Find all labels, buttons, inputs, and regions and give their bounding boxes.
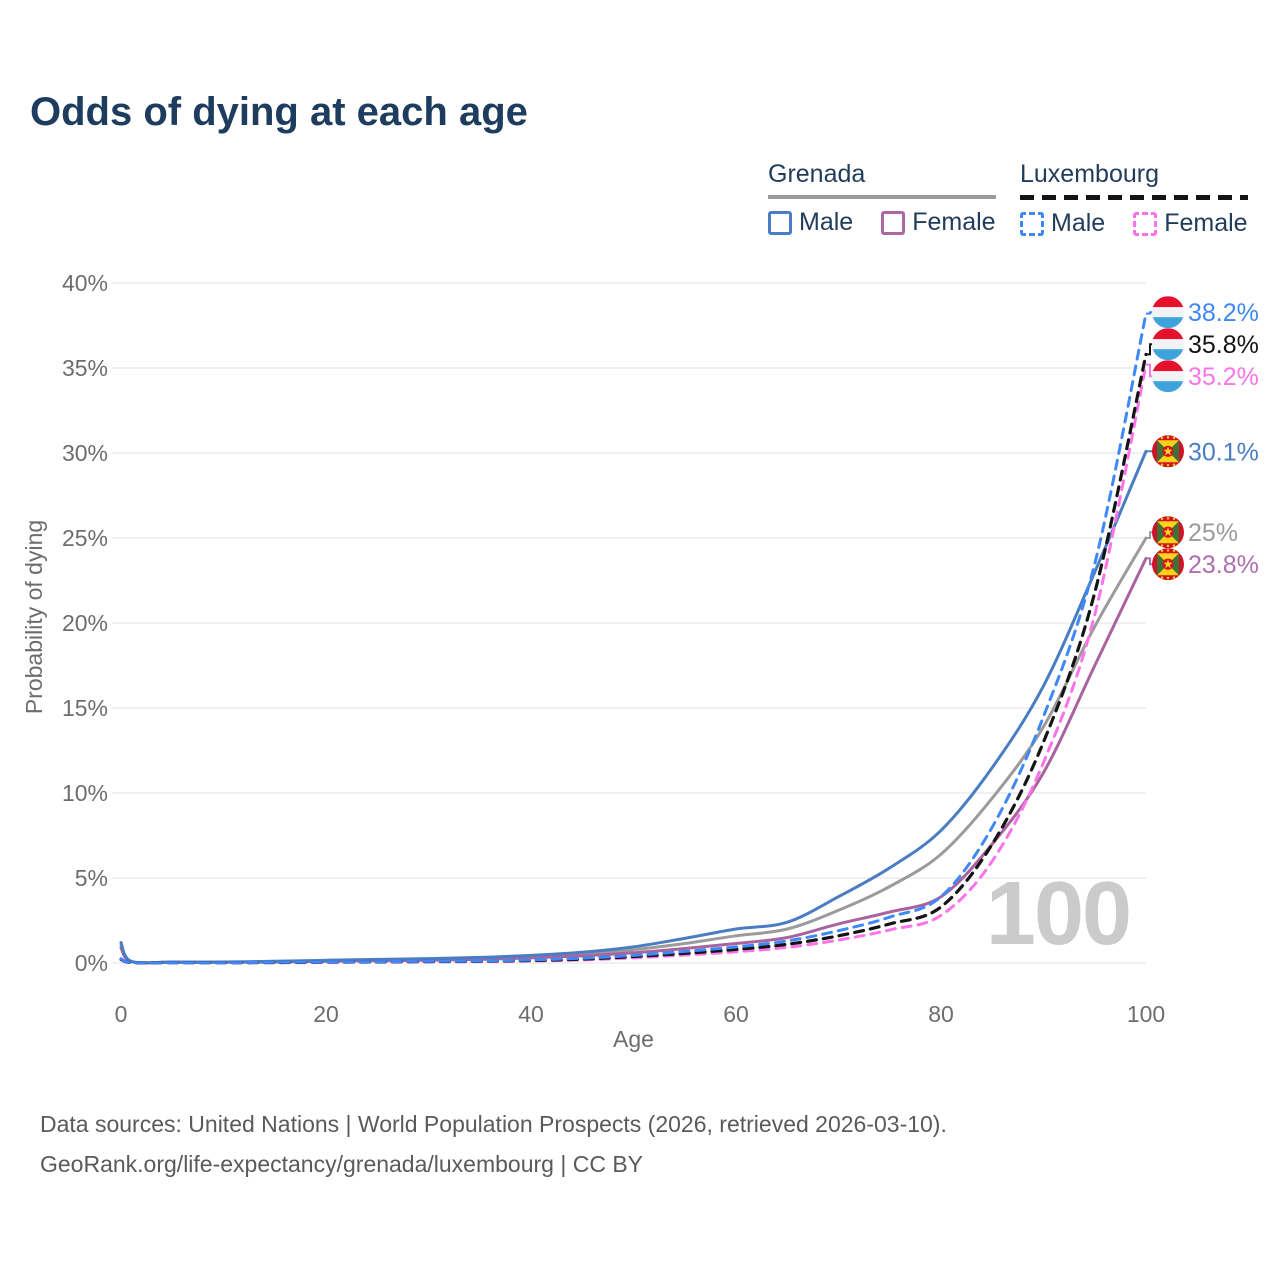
legend: Grenada Male Female Luxembourg Male [0, 160, 1280, 240]
legend-group-grenada: Grenada Male Female [768, 160, 996, 237]
end-label-leader-luxembourg-total [1146, 343, 1153, 356]
footer-data-sources: Data sources: United Nations | World Pop… [40, 1111, 947, 1137]
legend-item-grenada-female[interactable]: Female [881, 208, 996, 237]
grenada-female-swatch-icon [881, 210, 906, 235]
y-tick-label: 20% [62, 610, 108, 636]
footer-attribution: GeoRank.org/life-expectancy/grenada/luxe… [40, 1151, 644, 1177]
end-label-grenada-male: 30.1% [1188, 438, 1259, 466]
end-label-luxembourg-total: 35.8% [1188, 331, 1259, 359]
y-tick-label: 35% [62, 355, 108, 381]
legend-label-grenada-female: Female [912, 208, 996, 236]
x-tick-label: 100 [1127, 1001, 1165, 1027]
legend-title-luxembourg[interactable]: Luxembourg [1020, 160, 1159, 188]
end-label-leader-luxembourg-male [1146, 311, 1153, 315]
y-tick-label: 25% [62, 525, 108, 551]
y-tick-label: 5% [75, 865, 108, 891]
x-axis-title: Age [613, 1026, 654, 1052]
legend-item-luxembourg-male[interactable]: Male [1020, 209, 1105, 238]
legend-title-grenada[interactable]: Grenada [768, 160, 866, 188]
end-label-grenada-female: 23.8% [1188, 551, 1259, 579]
y-tick-label: 15% [62, 695, 108, 721]
footer: Data sources: United Nations | World Pop… [40, 1104, 947, 1184]
flag-luxembourg-icon [1152, 328, 1184, 360]
end-label-luxembourg-male: 38.2% [1188, 299, 1259, 327]
end-label-leader-grenada-female [1146, 557, 1153, 566]
luxembourg-female-swatch-icon [1133, 211, 1158, 236]
legend-item-luxembourg-female[interactable]: Female [1133, 209, 1248, 238]
end-label-luxembourg-female: 35.2% [1188, 363, 1259, 391]
legend-label-luxembourg-male: Male [1051, 209, 1106, 237]
watermark: 100 [986, 864, 1130, 964]
legend-label-luxembourg-female: Female [1164, 209, 1248, 237]
y-tick-label: 0% [75, 950, 108, 976]
flag-grenada-icon [1152, 435, 1184, 467]
x-tick-label: 40 [518, 1001, 544, 1027]
series-line-luxembourg-male [119, 312, 1148, 965]
grenada-male-swatch-icon [768, 210, 792, 235]
flag-luxembourg-icon [1152, 296, 1184, 328]
flag-grenada-icon [1152, 516, 1184, 548]
x-tick-label: 20 [313, 1001, 339, 1027]
luxembourg-total-line-key-icon [1020, 195, 1248, 200]
end-label-leader-luxembourg-female [1146, 363, 1153, 378]
end-label-grenada-total: 25% [1188, 519, 1238, 547]
series-line-grenada-male [119, 449, 1148, 965]
y-axis-title: Probability of dying [21, 520, 47, 714]
x-tick-label: 0 [115, 1001, 128, 1027]
grenada-total-line-key-icon [768, 195, 996, 199]
y-tick-label: 30% [62, 440, 108, 466]
y-tick-label: 40% [62, 270, 108, 296]
x-tick-label: 80 [928, 1001, 954, 1027]
y-tick-label: 10% [62, 780, 108, 806]
end-label-leader-grenada-total [1146, 531, 1153, 539]
legend-label-grenada-male: Male [799, 208, 854, 236]
legend-group-luxembourg: Luxembourg Male Female [1020, 160, 1248, 238]
luxembourg-male-swatch-icon [1020, 211, 1044, 236]
flag-luxembourg-icon [1152, 360, 1184, 392]
x-tick-label: 60 [723, 1001, 749, 1027]
page-title: Odds of dying at each age [30, 90, 528, 134]
legend-item-grenada-male[interactable]: Male [768, 208, 853, 237]
flag-grenada-icon [1152, 548, 1184, 580]
